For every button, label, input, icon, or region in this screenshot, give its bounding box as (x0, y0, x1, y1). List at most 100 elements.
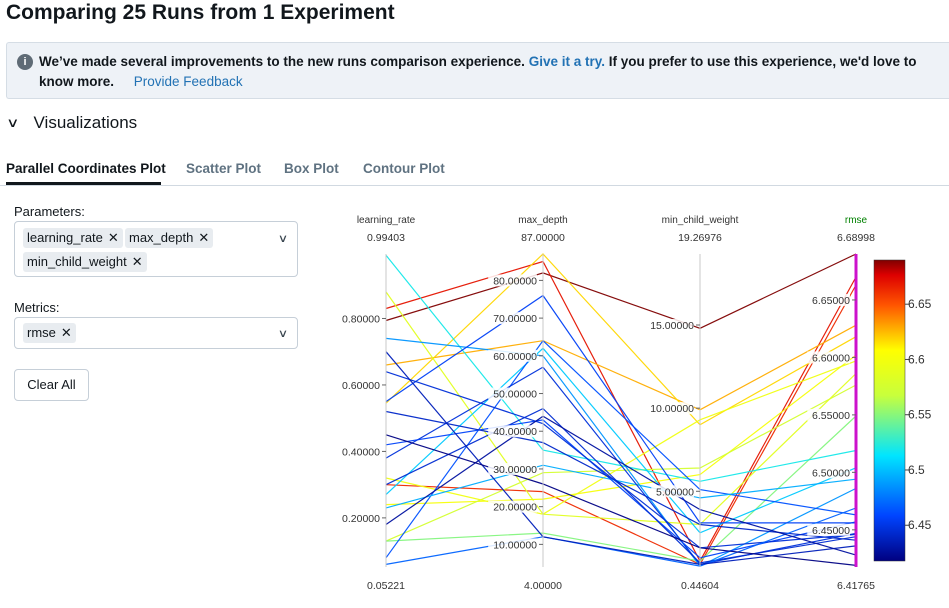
colorbar-tick-label: 6.45 (908, 518, 932, 532)
axis-min-label: 0.05221 (367, 580, 405, 592)
colorbar-tick-label: 6.5 (908, 463, 925, 477)
info-banner: i We’ve made several improvements to the… (6, 42, 949, 99)
axis-min-label: 6.41765 (837, 580, 875, 592)
tick-label-bg (337, 445, 380, 458)
run-line (385, 337, 857, 567)
axis-max-label: 0.99403 (367, 232, 405, 244)
tick-label-bg (337, 511, 380, 524)
remove-icon[interactable]: ✕ (198, 230, 210, 245)
tab-parallel-coordinates[interactable]: Parallel Coordinates Plot (6, 161, 166, 176)
run-line (385, 253, 857, 426)
provide-feedback-link[interactable]: Provide Feedback (133, 74, 243, 89)
colorbar (873, 259, 906, 562)
axis-tick-label: 10.00000 (650, 403, 694, 415)
axis-tick-label: 6.45000 (812, 525, 850, 537)
metric-chip: rmse ✕ (23, 323, 76, 343)
axis-tick-label: 40.00000 (493, 426, 537, 438)
run-line (385, 419, 857, 559)
axis-max-label: 19.26976 (678, 232, 722, 244)
axis-tick-label: 6.60000 (812, 352, 850, 364)
axis-tick-label: 70.00000 (493, 313, 537, 325)
tick-label-bg (651, 485, 694, 498)
tick-label-bg (488, 387, 537, 400)
info-icon: i (17, 54, 33, 70)
tab-contour-plot[interactable]: Contour Plot (363, 161, 445, 176)
run-line (385, 360, 857, 515)
run-line (385, 434, 857, 566)
run-line (385, 366, 857, 566)
tick-label-bg (645, 318, 694, 331)
run-line (385, 384, 857, 542)
axis-tick-label: 20.00000 (493, 502, 537, 514)
run-line (385, 464, 857, 509)
run-line (385, 371, 857, 549)
chevron-down-icon[interactable]: ∨ (277, 233, 289, 245)
parameters-label: Parameters: (14, 204, 85, 219)
parameter-chip: min_child_weight ✕ (23, 252, 147, 272)
tick-label-bg (645, 402, 694, 415)
axis-title: max_depth (518, 215, 567, 226)
axis-title: min_child_weight (662, 215, 739, 226)
chevron-down-icon[interactable]: ∨ (277, 328, 289, 340)
axis-tick-label: 50.00000 (493, 389, 537, 401)
axis-tick-label: 0.40000 (342, 446, 380, 458)
metrics-label: Metrics: (14, 300, 60, 315)
tick-label-bg (488, 538, 537, 551)
tick-label-bg (488, 425, 537, 438)
parameters-select[interactable]: learning_rate ✕ max_depth ✕ min_child_weig… (14, 221, 298, 277)
tick-label-bg (337, 378, 380, 391)
tick-label-bg (807, 466, 850, 479)
chevron-down-icon: ∨ (6, 115, 20, 130)
metrics-select[interactable]: rmse ✕ ∨ (14, 317, 298, 349)
parameter-chip: learning_rate ✕ (23, 228, 123, 248)
run-line (385, 324, 857, 411)
run-line (385, 260, 857, 563)
axis-tick-label: 15.00000 (650, 320, 694, 332)
axis-tick-label: 0.80000 (342, 313, 380, 325)
run-line (385, 339, 857, 559)
colorbar-tick-label: 6.65 (908, 297, 932, 311)
parameter-chip: max_depth ✕ (125, 228, 214, 248)
axis-title: learning_rate (357, 215, 416, 226)
tick-label-bg (807, 293, 850, 306)
visualizations-section-toggle[interactable]: ∨ Visualizations (6, 113, 137, 133)
axis-max-label: 87.00000 (521, 232, 565, 244)
parallel-coordinates-chart[interactable]: learning_rate 0.99403 0.05221 0.20000 0.4000… (330, 200, 949, 608)
axis-tick-label: 0.60000 (342, 380, 380, 392)
remove-icon[interactable]: ✕ (107, 230, 119, 245)
run-line (385, 351, 857, 566)
remove-icon[interactable]: ✕ (60, 325, 72, 340)
axis-tick-label: 0.20000 (342, 513, 380, 525)
tick-label-bg (488, 274, 537, 287)
banner-message: We’ve made several improvements to the n… (39, 52, 944, 92)
run-line (385, 354, 857, 506)
give-it-a-try-link[interactable]: Give it a try. (528, 54, 605, 69)
tick-label-bg (807, 351, 850, 364)
remove-icon[interactable]: ✕ (131, 254, 143, 269)
clear-all-button[interactable]: Clear All (14, 369, 89, 401)
banner-text-before: We’ve made several improvements to the n… (39, 54, 525, 69)
run-line (385, 415, 857, 556)
visualization-tabs: Parallel Coordinates Plot Scatter Plot B… (0, 160, 949, 186)
run-line (385, 284, 857, 566)
axis-tick-label: 80.00000 (493, 275, 537, 287)
tab-box-plot[interactable]: Box Plot (284, 161, 339, 176)
axis-min-label: 0.44604 (681, 580, 719, 592)
banner-text-after: If you prefer to use this experience, we… (39, 54, 917, 89)
tab-scatter-plot[interactable]: Scatter Plot (186, 161, 262, 176)
run-line (385, 507, 857, 567)
run-line (385, 254, 857, 482)
tick-label-bg (488, 500, 537, 513)
tick-label-bg (488, 462, 537, 475)
axis-tick-label: 6.65000 (812, 295, 850, 307)
axis-tick-label: 60.00000 (493, 351, 537, 363)
colorbar-tick-label: 6.55 (908, 408, 932, 422)
page-title: Comparing 25 Runs from 1 Experiment (6, 1, 395, 24)
run-line (385, 294, 856, 524)
colorbar-tick-label: 6.6 (908, 352, 925, 366)
run-line (385, 291, 857, 526)
run-line (385, 347, 857, 534)
axis-max-label: 6.68998 (837, 232, 875, 244)
axis-title: rmse (845, 215, 868, 226)
axis-tick-label: 30.00000 (493, 464, 537, 476)
